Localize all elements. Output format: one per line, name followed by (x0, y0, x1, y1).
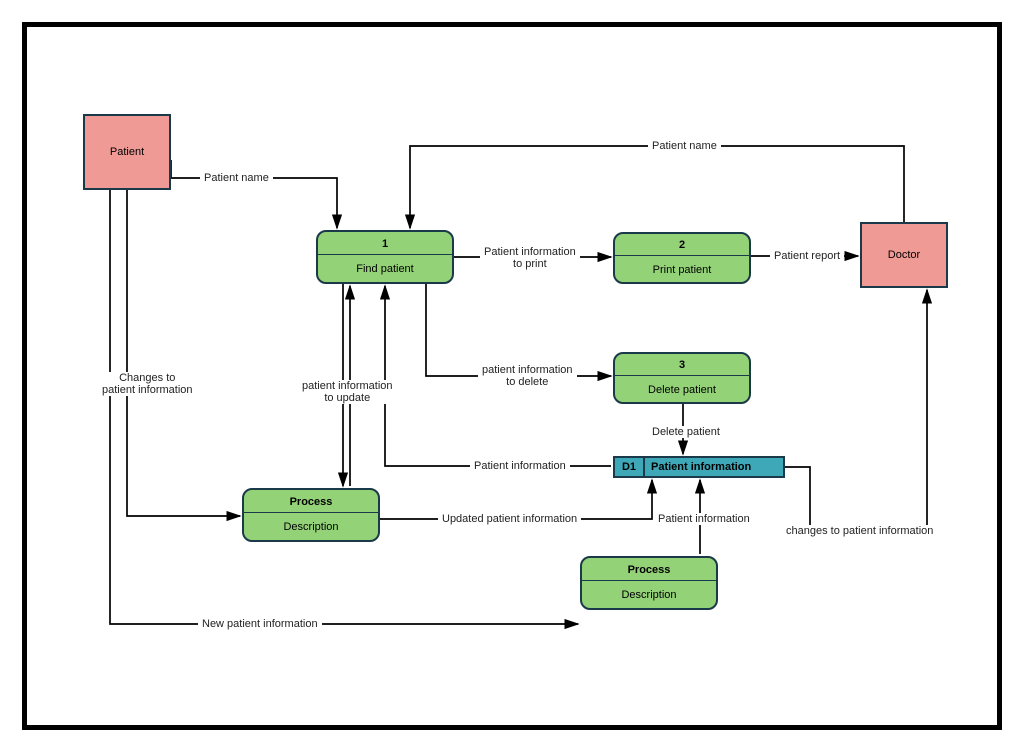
process-new-label: Description (582, 581, 716, 609)
edge-label: Patient name (200, 172, 273, 184)
process-print-id: 2 (615, 233, 749, 256)
diagram-canvas: Patient Doctor 1 Find patient 2 Print pa… (0, 0, 1024, 752)
process-find-label: Find patient (318, 255, 452, 283)
edge-label: Delete patient (648, 426, 724, 438)
edge-label: patient informationto update (298, 380, 397, 404)
process-update-label: Description (244, 513, 378, 541)
process-print-label: Print patient (615, 256, 749, 284)
process-find-id: 1 (318, 232, 452, 255)
edge-label: Patient information (654, 513, 754, 525)
process-delete: 3 Delete patient (613, 352, 751, 404)
datastore-d1-id: D1 (615, 458, 645, 476)
edge-label: changes to patient information (782, 525, 937, 537)
edge-label: Patient report (770, 250, 844, 262)
entity-doctor-label: Doctor (888, 249, 920, 261)
process-delete-id: 3 (615, 353, 749, 376)
datastore-d1-label: Patient information (645, 458, 783, 476)
process-print: 2 Print patient (613, 232, 751, 284)
entity-patient-label: Patient (110, 146, 144, 158)
datastore-d1: D1 Patient information (613, 456, 785, 478)
entity-patient: Patient (83, 114, 171, 190)
process-new-id: Process (582, 558, 716, 581)
edge-label: patient informationto delete (478, 364, 577, 388)
edge-label: Patient information (470, 460, 570, 472)
process-delete-label: Delete patient (615, 376, 749, 404)
process-update: Process Description (242, 488, 380, 542)
entity-doctor: Doctor (860, 222, 948, 288)
edge-label: Patient name (648, 140, 721, 152)
edge-label: Updated patient information (438, 513, 581, 525)
edge-label: New patient information (198, 618, 322, 630)
edge-label: Changes topatient information (98, 372, 197, 396)
process-update-id: Process (244, 490, 378, 513)
process-new: Process Description (580, 556, 718, 610)
process-find: 1 Find patient (316, 230, 454, 284)
edge-label: Patient informationto print (480, 246, 580, 270)
